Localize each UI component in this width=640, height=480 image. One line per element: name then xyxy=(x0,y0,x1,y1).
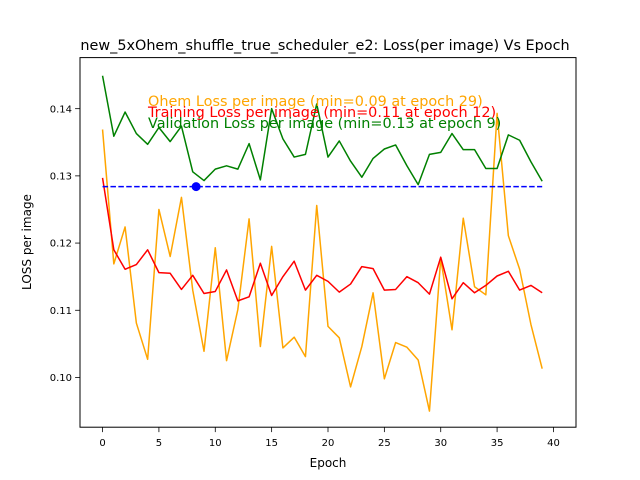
y-tick-label: 0.10 xyxy=(50,373,72,384)
series-line-2 xyxy=(101,177,543,302)
x-tick-label: 5 xyxy=(156,438,162,449)
y-tick-label: 0.13 xyxy=(50,171,72,182)
y-axis: 0.10 0.11 0.12 0.13 0.14 xyxy=(50,104,80,384)
x-tick-label: 25 xyxy=(378,438,391,449)
plot-area xyxy=(101,75,543,412)
legend: Ohem Loss per image (min=0.09 at epoch 2… xyxy=(147,94,501,132)
x-tick-label: 15 xyxy=(265,438,278,449)
x-axis-label: Epoch xyxy=(310,456,347,470)
y-axis-label: LOSS per image xyxy=(20,194,34,290)
legend-entry-2: Training Loss per image (min=0.11 at epo… xyxy=(147,105,496,121)
x-tick-label: 40 xyxy=(547,438,560,449)
series-line-1 xyxy=(101,112,543,412)
legend-entry-1: Ohem Loss per image (min=0.09 at epoch 2… xyxy=(148,94,483,110)
min-marker xyxy=(191,182,201,192)
x-tick-label: 30 xyxy=(434,438,447,449)
x-tick-label: 10 xyxy=(209,438,222,449)
y-tick-label: 0.12 xyxy=(50,239,72,250)
series-line-3 xyxy=(101,75,543,186)
y-tick-label: 0.14 xyxy=(50,104,72,115)
x-tick-label: 20 xyxy=(322,438,335,449)
x-tick-label: 0 xyxy=(99,438,105,449)
x-axis: 0 5 10 15 20 25 30 35 40 xyxy=(99,427,560,449)
x-tick-label: 35 xyxy=(491,438,504,449)
legend-entry-3: Validation Loss per image (min=0.13 at e… xyxy=(148,116,501,132)
y-tick-label: 0.11 xyxy=(50,306,72,317)
chart-title: new_5xOhem_shuffle_true_scheduler_e2: Lo… xyxy=(80,38,569,54)
